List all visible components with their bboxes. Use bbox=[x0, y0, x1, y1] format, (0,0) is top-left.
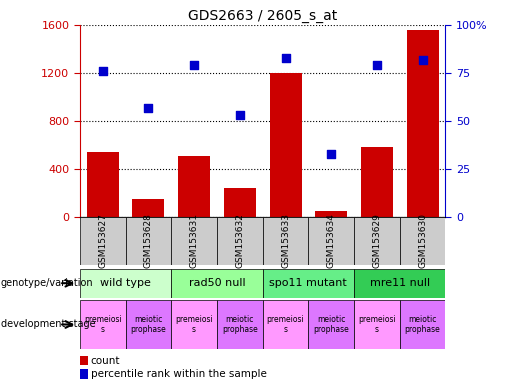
Text: GSM153630: GSM153630 bbox=[418, 214, 427, 268]
Bar bbox=[400, 217, 445, 265]
Text: GSM153627: GSM153627 bbox=[98, 214, 107, 268]
Bar bbox=[80, 369, 88, 379]
Bar bbox=[80, 217, 126, 265]
Text: wild type: wild type bbox=[100, 278, 151, 288]
Text: count: count bbox=[91, 356, 120, 366]
Point bbox=[373, 62, 381, 68]
Point bbox=[144, 104, 152, 111]
Bar bbox=[315, 211, 347, 217]
Bar bbox=[178, 156, 210, 217]
Bar bbox=[126, 217, 171, 265]
Bar bbox=[400, 300, 445, 349]
Bar bbox=[263, 217, 308, 265]
Text: meiotic
prophase: meiotic prophase bbox=[313, 315, 349, 334]
Point bbox=[98, 68, 107, 74]
Text: meiotic
prophase: meiotic prophase bbox=[130, 315, 166, 334]
Bar bbox=[126, 300, 171, 349]
Bar bbox=[80, 356, 88, 366]
Text: mre11 null: mre11 null bbox=[370, 278, 430, 288]
Text: meiotic
prophase: meiotic prophase bbox=[222, 315, 258, 334]
Text: GSM153632: GSM153632 bbox=[235, 214, 244, 268]
Bar bbox=[354, 269, 445, 298]
Text: genotype/variation: genotype/variation bbox=[1, 278, 93, 288]
Text: premeiosi
s: premeiosi s bbox=[84, 315, 122, 334]
Bar bbox=[354, 217, 400, 265]
Point bbox=[327, 151, 335, 157]
Bar bbox=[361, 147, 393, 217]
Text: premeiosi
s: premeiosi s bbox=[358, 315, 396, 334]
Bar bbox=[407, 30, 439, 217]
Bar bbox=[224, 188, 256, 217]
Text: development stage: development stage bbox=[1, 319, 95, 329]
Bar bbox=[80, 269, 171, 298]
Bar bbox=[171, 300, 217, 349]
Point bbox=[190, 62, 198, 68]
Bar bbox=[354, 300, 400, 349]
Bar bbox=[171, 269, 263, 298]
Text: GSM153633: GSM153633 bbox=[281, 214, 290, 268]
Point bbox=[281, 55, 289, 61]
Text: meiotic
prophase: meiotic prophase bbox=[405, 315, 440, 334]
Bar bbox=[308, 300, 354, 349]
Text: GSM153629: GSM153629 bbox=[372, 214, 382, 268]
Bar bbox=[80, 300, 126, 349]
Text: spo11 mutant: spo11 mutant bbox=[269, 278, 347, 288]
Bar bbox=[87, 152, 118, 217]
Bar bbox=[308, 217, 354, 265]
Bar bbox=[171, 217, 217, 265]
Text: premeiosi
s: premeiosi s bbox=[175, 315, 213, 334]
Point bbox=[419, 56, 427, 63]
Text: GSM153631: GSM153631 bbox=[190, 214, 199, 268]
Text: rad50 null: rad50 null bbox=[188, 278, 245, 288]
Text: percentile rank within the sample: percentile rank within the sample bbox=[91, 369, 267, 379]
Bar bbox=[269, 73, 301, 217]
Bar bbox=[132, 199, 164, 217]
Point bbox=[236, 112, 244, 118]
Text: GSM153634: GSM153634 bbox=[327, 214, 336, 268]
Title: GDS2663 / 2605_s_at: GDS2663 / 2605_s_at bbox=[188, 8, 337, 23]
Bar bbox=[263, 269, 354, 298]
Bar bbox=[263, 300, 308, 349]
Text: premeiosi
s: premeiosi s bbox=[267, 315, 304, 334]
Bar bbox=[217, 217, 263, 265]
Text: GSM153628: GSM153628 bbox=[144, 214, 153, 268]
Bar bbox=[217, 300, 263, 349]
